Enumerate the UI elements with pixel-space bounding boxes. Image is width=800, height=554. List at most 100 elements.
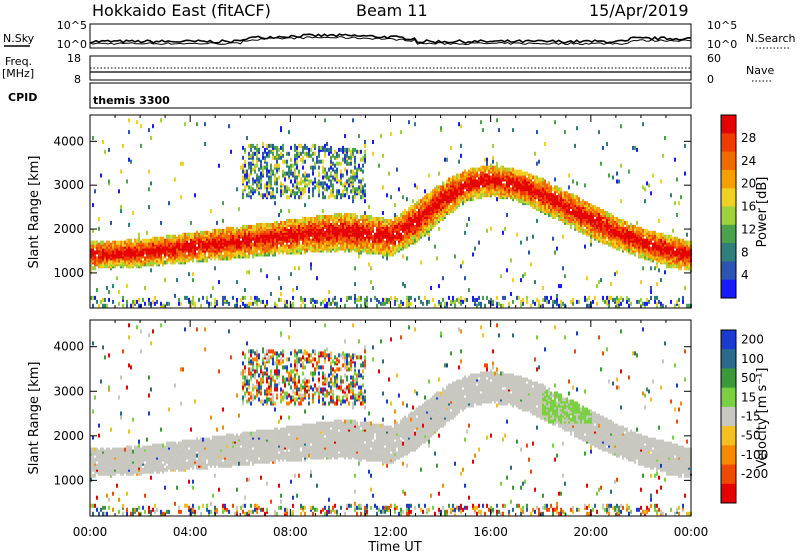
power-cell <box>128 222 130 227</box>
power-cell <box>254 189 256 194</box>
power-cell <box>548 205 550 210</box>
power-cell <box>534 151 536 156</box>
power-cell <box>358 254 360 259</box>
power-cell <box>358 238 360 243</box>
power-cell <box>264 252 266 257</box>
power-cell <box>254 145 256 150</box>
power-cell <box>212 286 214 290</box>
power-cell <box>138 297 140 302</box>
power-cell <box>318 153 320 158</box>
power-cell <box>238 238 240 243</box>
power-cell <box>326 171 328 176</box>
power-cell <box>278 153 280 158</box>
power-cell <box>432 207 434 212</box>
power-cell <box>126 179 128 184</box>
power-cell <box>568 173 570 178</box>
power-cell <box>324 297 326 302</box>
power-cell <box>510 167 512 172</box>
power-cell <box>94 250 96 255</box>
power-cell <box>606 218 608 223</box>
power-cell <box>500 165 502 170</box>
power-cell <box>476 167 478 172</box>
power-cell <box>448 205 450 210</box>
power-cell <box>532 175 534 180</box>
power-cell <box>294 157 296 162</box>
power-cell <box>576 299 578 304</box>
power-cell <box>276 303 278 308</box>
power-cell <box>178 297 180 302</box>
power-cell <box>290 179 292 184</box>
power-cell <box>330 301 332 306</box>
power-cell <box>228 226 230 231</box>
power-cell <box>340 297 342 302</box>
power-cell <box>298 173 300 178</box>
power-cell <box>406 303 408 308</box>
power-cell <box>542 177 544 182</box>
power-cell <box>290 228 292 233</box>
power-cell <box>504 183 506 188</box>
power-cell <box>318 159 320 164</box>
power-cell <box>292 228 294 233</box>
power-cell <box>180 258 182 263</box>
power-cell <box>554 215 556 219</box>
power-cell <box>358 295 360 300</box>
power-cell <box>322 185 324 190</box>
power-cell <box>344 303 346 308</box>
power-cell <box>338 189 340 194</box>
power-cell <box>248 250 250 255</box>
power-cell <box>346 147 348 152</box>
power-cell <box>500 303 502 308</box>
power-cell <box>176 236 178 241</box>
power-cell <box>148 205 150 210</box>
power-cell <box>610 228 612 233</box>
power-cell <box>334 195 336 200</box>
power-cell <box>402 254 404 259</box>
power-cell <box>498 301 500 306</box>
power-cell <box>256 187 258 192</box>
power-cell <box>628 248 630 253</box>
power-cell <box>384 301 386 306</box>
power-cell <box>588 295 590 300</box>
power-cell <box>314 143 316 148</box>
power-cell <box>222 228 224 233</box>
power-cell <box>332 153 334 158</box>
power-cell <box>324 118 326 123</box>
power-cell <box>354 171 356 176</box>
power-cell <box>520 240 522 245</box>
power-cell <box>208 244 210 249</box>
power-cell <box>276 187 278 192</box>
power-cell <box>586 201 588 206</box>
power-cell <box>292 288 294 292</box>
power-cell <box>474 181 476 186</box>
power-cell <box>252 181 254 186</box>
power-cell <box>524 272 526 277</box>
power-cell <box>346 153 348 158</box>
power-cell <box>428 299 430 304</box>
power-cell <box>188 242 190 247</box>
power-cell <box>326 183 328 188</box>
power-cell <box>472 179 474 184</box>
power-cell <box>252 236 254 241</box>
power-cell <box>108 240 110 245</box>
power-cell <box>594 295 596 300</box>
power-cell <box>240 297 242 302</box>
power-cell <box>508 167 510 172</box>
power-cell <box>242 195 244 200</box>
power-cell <box>212 228 214 233</box>
power-cell <box>136 238 138 243</box>
power-cell <box>374 244 376 249</box>
power-cell <box>104 242 106 247</box>
power-cell <box>368 262 370 267</box>
power-cell <box>198 248 200 253</box>
power-cell <box>324 153 326 158</box>
power-cell <box>182 248 184 253</box>
power-cell <box>332 167 334 172</box>
power-cell <box>550 205 552 210</box>
power-cell <box>98 246 100 251</box>
power-cell <box>194 232 196 237</box>
power-cell <box>134 299 136 304</box>
power-cell <box>512 167 514 172</box>
power-cell <box>350 175 352 180</box>
power-cell <box>576 201 578 206</box>
power-cell <box>198 242 200 247</box>
